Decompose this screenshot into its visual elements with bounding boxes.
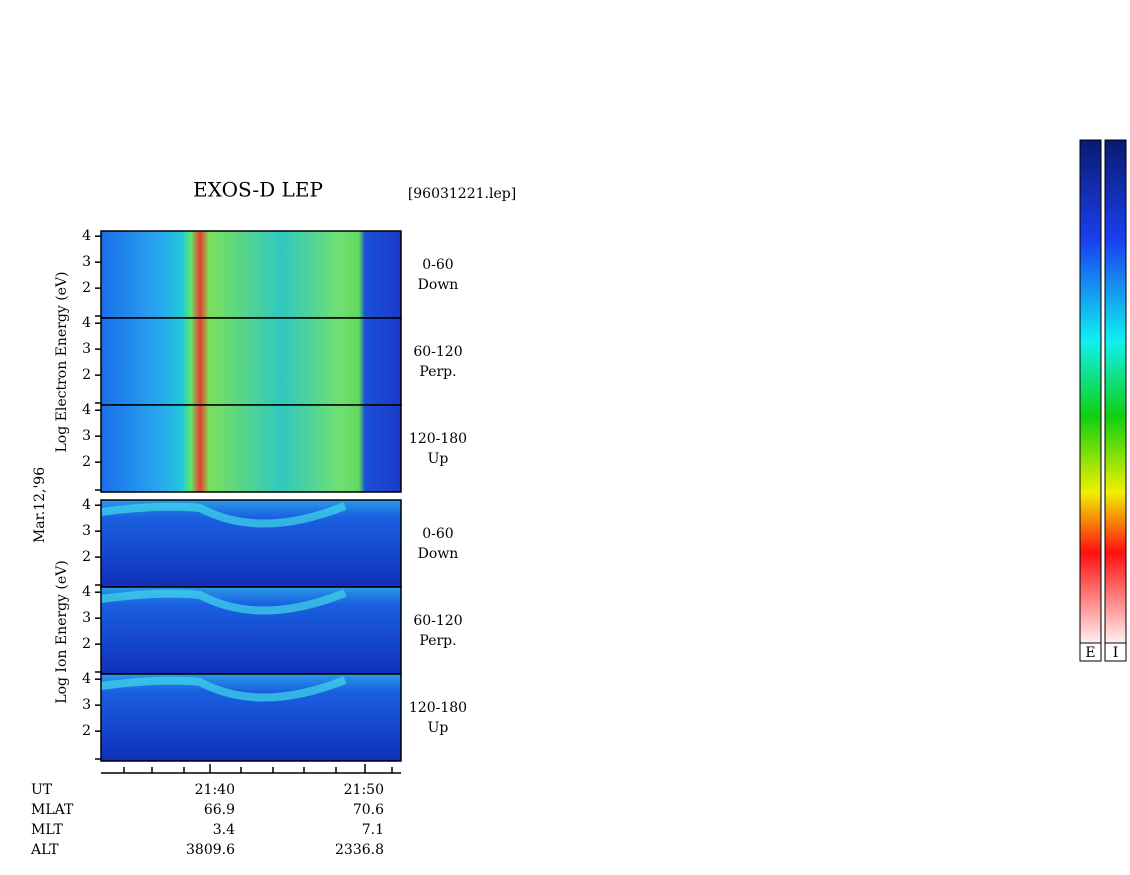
panel-direction: Up	[428, 720, 449, 736]
y-tick-label: 3	[82, 697, 91, 713]
footer-value: 66.9	[204, 802, 235, 818]
y-tick-label: 4	[82, 402, 91, 418]
spectrogram	[101, 500, 401, 587]
y-tick-label: 2	[82, 454, 91, 470]
y-tick-label: 4	[82, 671, 91, 687]
panel-direction: Perp.	[419, 364, 456, 380]
panel-range: 60-120	[413, 613, 462, 629]
colorbar-label: E	[1085, 645, 1095, 661]
footer-label: UT	[31, 782, 53, 798]
spectrogram	[101, 318, 401, 405]
colorbar-label-box	[1079, 642, 1102, 662]
y-tick-label: 2	[82, 280, 91, 296]
ion-band	[100, 676, 347, 702]
file-name: [96031221.lep]	[408, 186, 516, 202]
y-tick-label: 3	[82, 254, 91, 270]
panel-direction: Perp.	[419, 633, 456, 649]
panel-range: 120-180	[409, 431, 467, 447]
panel-direction: Up	[428, 451, 449, 467]
ion-band	[100, 502, 347, 528]
electron-axis-label: Log Electron Energy (eV)	[54, 271, 70, 452]
y-tick-label: 4	[82, 228, 91, 244]
y-tick-label: 4	[82, 315, 91, 331]
spectrogram	[101, 587, 401, 674]
footer-label: MLAT	[31, 802, 74, 818]
y-tick-label: 2	[82, 549, 91, 565]
spectrogram	[101, 405, 401, 492]
title: EXOS-D LEP	[193, 178, 323, 202]
panel-range: 0-60	[422, 257, 453, 273]
footer-value: 21:50	[344, 782, 384, 798]
panel-range: 60-120	[413, 344, 462, 360]
panel-range: 120-180	[409, 700, 467, 716]
y-tick-label: 4	[82, 497, 91, 513]
ion-band	[100, 589, 347, 615]
colorbar	[1104, 139, 1127, 644]
y-tick-label: 2	[82, 636, 91, 652]
y-tick-label: 4	[82, 584, 91, 600]
panel-frame	[100, 673, 402, 762]
y-tick-label: 2	[82, 723, 91, 739]
footer-value: 7.1	[362, 822, 384, 838]
date: Mar.12,'96	[32, 467, 48, 543]
panel-frame	[100, 404, 402, 493]
footer-label: ALT	[30, 842, 59, 858]
colorbar-label-box	[1104, 642, 1127, 662]
footer-value: 70.6	[353, 802, 384, 818]
y-tick-label: 3	[82, 523, 91, 539]
footer-value: 21:40	[195, 782, 235, 798]
colorbar-label: I	[1113, 645, 1119, 661]
y-tick-label: 2	[82, 367, 91, 383]
panel-direction: Down	[418, 546, 459, 562]
footer-label: MLT	[31, 822, 63, 838]
colorbar	[1079, 139, 1102, 644]
time-axis	[101, 764, 401, 774]
footer-value: 3809.6	[186, 842, 235, 858]
footer-value: 3.4	[213, 822, 235, 838]
ion-axis-label: Log Ion Energy (eV)	[54, 560, 70, 703]
footer-value: 2336.8	[335, 842, 384, 858]
y-tick-label: 3	[82, 341, 91, 357]
panel-direction: Down	[418, 277, 459, 293]
spectrogram	[101, 231, 401, 318]
y-tick-label: 3	[82, 610, 91, 626]
panel-range: 0-60	[422, 526, 453, 542]
y-tick-label: 3	[82, 428, 91, 444]
spectrogram	[101, 674, 401, 761]
